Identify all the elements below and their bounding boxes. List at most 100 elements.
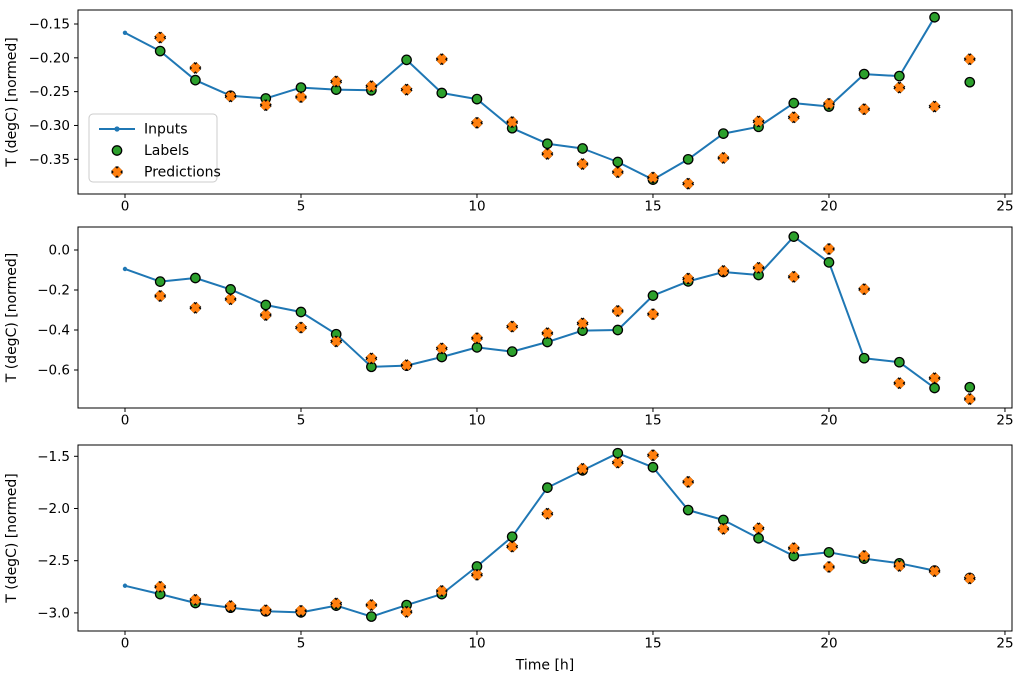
y-tick-label: −0.30 (29, 118, 70, 134)
predictions-marker (753, 116, 764, 127)
predictions-marker (260, 100, 271, 111)
predictions-marker (647, 172, 658, 183)
predictions-marker (823, 243, 834, 255)
predictions-marker (683, 476, 694, 487)
predictions-marker (401, 84, 412, 95)
labels-marker (190, 272, 201, 284)
legend-item-label: Predictions (144, 165, 221, 181)
y-tick-label: 0.0 (49, 243, 70, 259)
y-tick-label: −2.0 (37, 501, 70, 517)
x-tick-label: 10 (468, 199, 485, 215)
predictions-marker (471, 117, 483, 128)
labels-marker (190, 74, 201, 86)
y-tick-label: −0.6 (37, 363, 70, 379)
predictions-marker (155, 290, 166, 302)
labels-marker (823, 546, 835, 558)
predictions-marker (718, 152, 729, 163)
labels-marker (929, 382, 940, 394)
labels-marker (964, 76, 976, 88)
labels-marker (542, 336, 553, 348)
predictions-marker (612, 305, 623, 317)
predictions-marker (929, 566, 940, 577)
labels-marker (858, 352, 870, 364)
labels-marker (858, 68, 870, 80)
legend-dot-swatch (114, 126, 120, 132)
x-tick-label: 25 (996, 413, 1013, 429)
predictions-marker (894, 82, 905, 93)
predictions-marker (788, 271, 799, 282)
labels-marker (718, 128, 729, 139)
labels-marker (366, 361, 377, 373)
predictions-marker (331, 336, 342, 347)
predictions-marker (718, 265, 729, 277)
labels-marker (154, 276, 166, 287)
predictions-marker (683, 273, 694, 284)
predictions-marker (295, 605, 307, 616)
y-axis-label: T (degC) [normed] (4, 253, 20, 384)
x-tick-label: 15 (644, 636, 661, 652)
predictions-marker (401, 606, 412, 617)
predictions-marker (859, 104, 870, 115)
labels-marker (894, 70, 905, 82)
labels-marker (295, 306, 307, 318)
labels-marker (506, 346, 518, 357)
legend-x-swatch (111, 166, 123, 178)
y-tick-label: −3.0 (37, 605, 70, 621)
labels-marker (682, 504, 694, 516)
y-tick-label: −0.15 (29, 17, 70, 33)
inputs-line (124, 235, 936, 389)
plot-area (77, 444, 1013, 632)
predictions-marker (260, 605, 271, 616)
predictions-marker (507, 321, 518, 332)
labels-marker (260, 299, 272, 311)
predictions-marker (647, 309, 658, 320)
predictions-marker (894, 378, 905, 389)
x-tick-label: 15 (644, 413, 661, 429)
y-tick-label: −0.20 (29, 50, 70, 66)
x-tick-label: 0 (121, 199, 130, 215)
labels-marker (823, 257, 835, 268)
y-axis-label: T (degC) [normed] (4, 37, 20, 168)
inputs-dot (122, 583, 128, 588)
predictions-marker (366, 600, 377, 611)
predictions-marker (859, 284, 870, 295)
inputs-dot (122, 30, 128, 35)
predictions-marker (155, 32, 166, 43)
inputs-line (124, 16, 936, 181)
legend: Inputs Labels Predictions (88, 113, 221, 183)
labels-marker (612, 447, 624, 459)
legend-box (88, 113, 218, 183)
labels-marker (612, 324, 624, 336)
predictions-marker (964, 393, 975, 405)
predictions-marker (859, 550, 870, 562)
y-tick-label: −0.35 (29, 152, 70, 168)
plot-area (77, 226, 1013, 409)
y-tick-label: −2.5 (37, 553, 70, 569)
labels-marker (436, 87, 448, 99)
labels-marker (753, 532, 764, 544)
predictions-marker (577, 463, 588, 474)
predictions-marker (190, 62, 201, 73)
labels-marker (964, 381, 976, 393)
panel-top: 0 5 10 15 20 25 −0.15 −0.20 −0.25 −0.30 −0.35 T (de… (4, 9, 1014, 215)
labels-marker (894, 356, 905, 368)
labels-marker (366, 611, 377, 622)
x-tick-label: 20 (820, 636, 837, 652)
predictions-marker (436, 585, 447, 596)
predictions-marker (225, 91, 236, 102)
predictions-marker (788, 543, 799, 554)
predictions-marker (507, 117, 518, 128)
labels-marker (436, 351, 448, 363)
labels-marker (577, 143, 588, 154)
x-tick-label: 15 (644, 199, 661, 215)
predictions-marker (894, 560, 905, 571)
labels-marker (612, 156, 624, 168)
legend-item-label: Inputs (144, 122, 188, 138)
predictions-marker (823, 98, 834, 109)
labels-marker (788, 231, 800, 242)
labels-marker (401, 54, 412, 66)
x-axis-label: Time [h] (515, 658, 575, 674)
x-tick-label: 10 (468, 413, 485, 429)
